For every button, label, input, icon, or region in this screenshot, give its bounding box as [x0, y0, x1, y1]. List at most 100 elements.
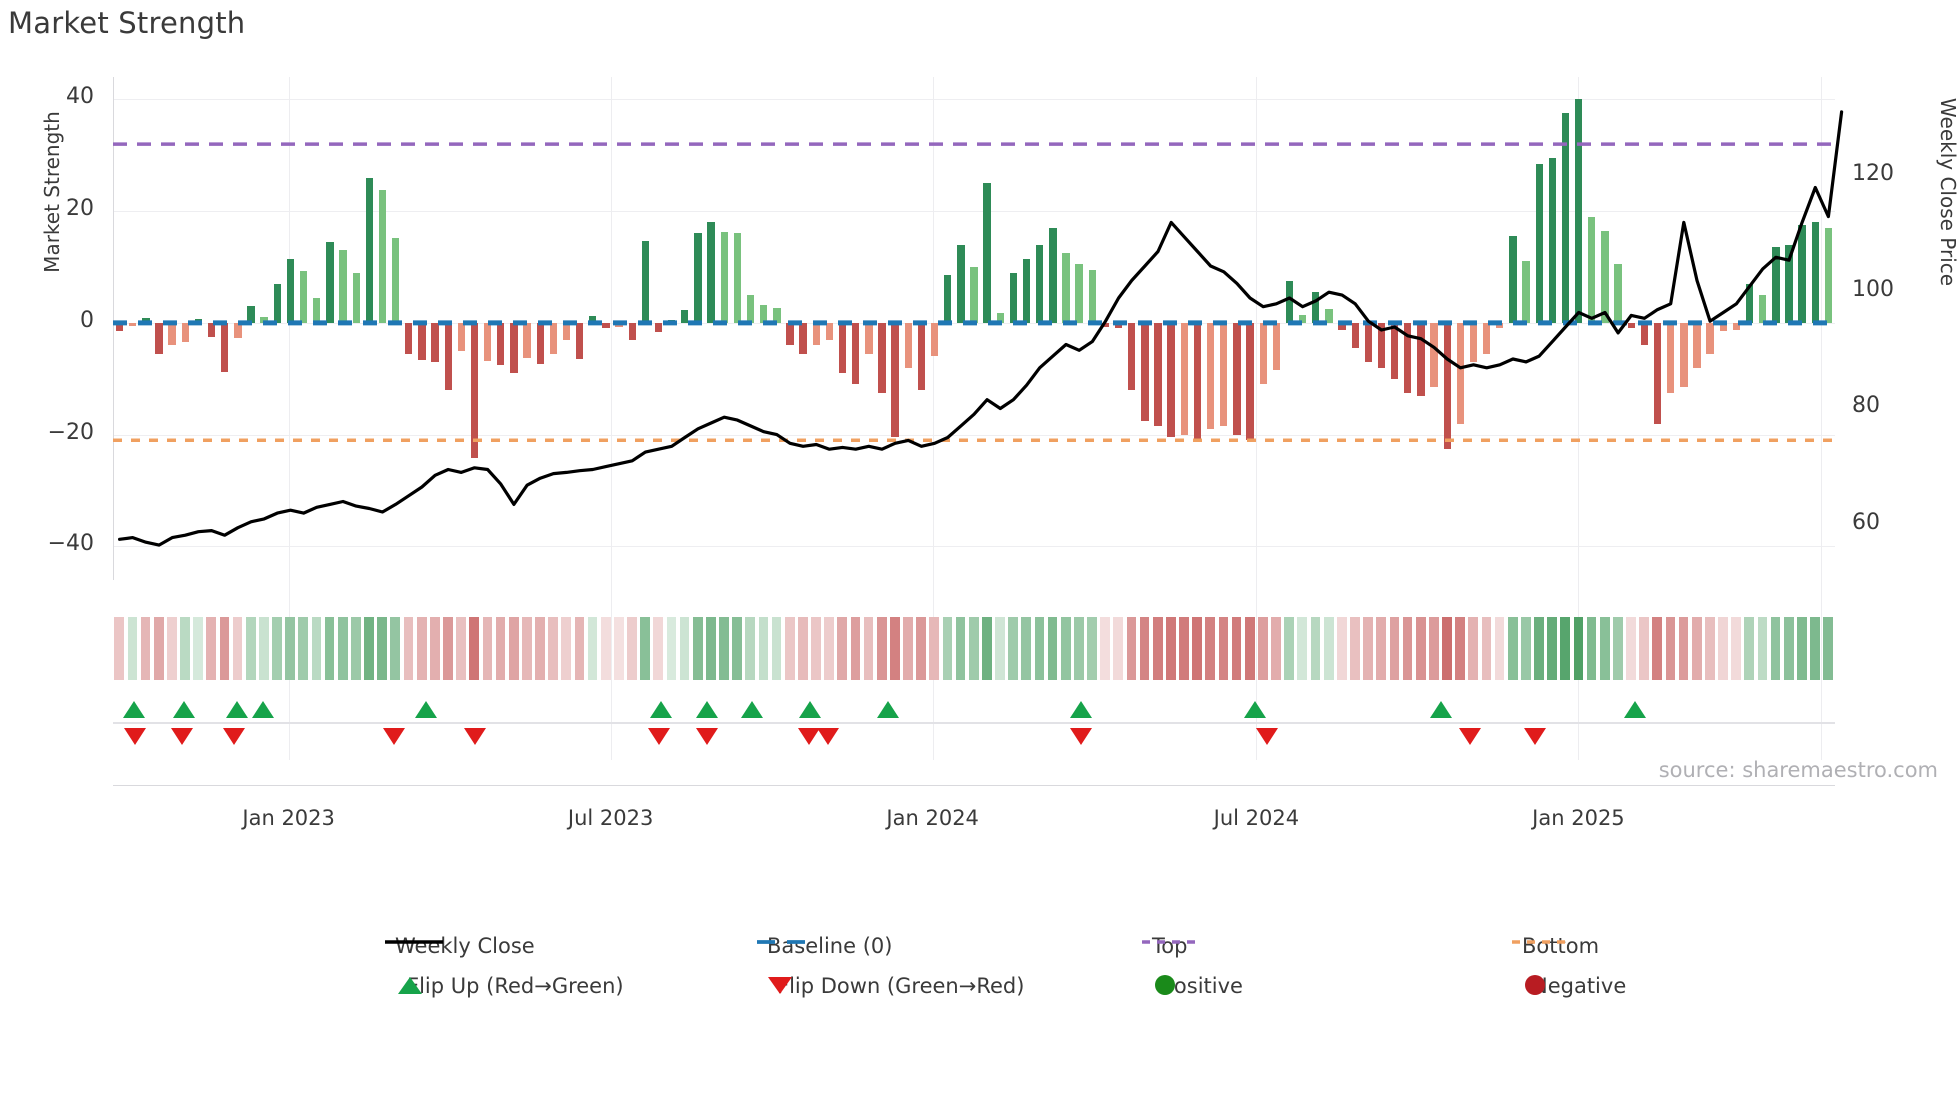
- heat-cell: [627, 617, 637, 680]
- strength-bar: [878, 322, 886, 393]
- strength-bar: [549, 322, 558, 354]
- strength-bar: [286, 258, 295, 323]
- heat-cell: [324, 617, 335, 680]
- legend-label: Baseline (0): [767, 934, 893, 958]
- strength-bar: [1009, 272, 1018, 323]
- strength-bar: [1036, 244, 1044, 323]
- strength-bar: [1509, 236, 1517, 323]
- flip-down-marker: [124, 728, 147, 745]
- strength-bar: [1325, 308, 1333, 323]
- legend-item[interactable]: Weekly Close: [383, 934, 535, 958]
- strength-bar: [681, 310, 689, 323]
- y2-tick-label: 120: [1852, 160, 1894, 186]
- legend-item[interactable]: Baseline (0): [755, 934, 892, 958]
- heat-cell: [1336, 617, 1347, 680]
- legend-item[interactable]: Positive: [1150, 974, 1243, 998]
- strength-bar: [1246, 322, 1254, 441]
- legend-item[interactable]: Flip Down (Green→Red): [765, 974, 1024, 998]
- heat-cell: [521, 617, 532, 680]
- flip-row-divider: [113, 722, 1835, 724]
- strength-bar: [1469, 322, 1478, 363]
- strength-bar: [812, 322, 820, 346]
- heat-cell: [719, 617, 729, 680]
- heat-cell: [337, 617, 348, 680]
- strength-bar: [891, 322, 899, 438]
- strength-bar: [589, 316, 597, 323]
- strength-bar: [1653, 322, 1662, 424]
- heat-cell: [1376, 617, 1387, 680]
- legend-item[interactable]: Bottom: [1510, 934, 1599, 958]
- heat-cell: [916, 617, 926, 680]
- legend-item[interactable]: Top: [1140, 934, 1200, 958]
- weekly-close-swatch-icon: [385, 940, 443, 944]
- flip-up-marker: [251, 701, 274, 718]
- strength-bar: [1128, 322, 1136, 390]
- heat-cell: [653, 617, 664, 680]
- strength-bar: [1640, 322, 1649, 346]
- heat-cell: [1389, 617, 1400, 680]
- strength-bar: [1522, 261, 1530, 323]
- heat-cell: [1402, 617, 1413, 680]
- heat-cell: [1586, 617, 1597, 680]
- strength-bar: [773, 308, 781, 323]
- heat-cell: [1192, 617, 1203, 680]
- strength-bar: [260, 316, 268, 323]
- heat-cell: [811, 617, 821, 680]
- flip-up-marker: [172, 701, 195, 718]
- heat-cell: [1350, 617, 1360, 680]
- strength-bar: [1417, 322, 1425, 396]
- heat-cell: [1087, 617, 1097, 680]
- strength-bar: [694, 233, 702, 323]
- heat-cell: [784, 617, 795, 680]
- strength-bar: [1627, 322, 1635, 329]
- x-tick-label: Jul 2023: [567, 806, 654, 830]
- strength-bar: [1824, 227, 1833, 323]
- gridline-x-4: [1578, 77, 1579, 760]
- y-tick-label: 20: [66, 196, 94, 222]
- x-tick-label: Jul 2024: [1213, 806, 1300, 830]
- heat-cell: [968, 617, 979, 680]
- heat-cell: [1665, 617, 1676, 680]
- legend-item[interactable]: Flip Up (Red→Green): [395, 974, 624, 998]
- heat-cell: [758, 617, 769, 680]
- strength-bar: [1312, 292, 1320, 323]
- flip-down-marker: [382, 728, 405, 745]
- strength-bar: [1588, 216, 1596, 323]
- heat-cell: [1074, 617, 1084, 680]
- heat-cell: [245, 617, 256, 680]
- heat-cell: [1442, 617, 1452, 680]
- flip-down-marker: [170, 728, 193, 745]
- heat-cell: [311, 617, 322, 680]
- flip-up-marker: [740, 701, 763, 718]
- circle-icon: [1155, 975, 1175, 995]
- triangle-up-icon: [398, 977, 422, 994]
- heat-cell: [771, 617, 782, 680]
- heat-cell: [495, 617, 506, 680]
- strength-bar: [1049, 227, 1057, 323]
- heat-cell: [180, 617, 190, 680]
- heat-cell: [548, 617, 558, 680]
- heat-cell: [1428, 617, 1439, 680]
- strength-bar: [983, 183, 991, 323]
- heat-cell: [1757, 617, 1768, 680]
- heat-cell: [732, 617, 742, 680]
- heat-cell: [1573, 617, 1584, 680]
- flip-up-marker: [1624, 701, 1647, 718]
- strength-bar: [247, 306, 255, 323]
- heat-cell: [1810, 617, 1820, 680]
- gridline-y--20: [113, 435, 1835, 436]
- strength-bar: [1404, 322, 1412, 393]
- heat-cell: [1494, 617, 1505, 680]
- strength-bar: [1772, 247, 1780, 323]
- heat-cell: [298, 617, 309, 680]
- heat-cell: [219, 617, 230, 680]
- strength-bar: [641, 240, 650, 323]
- heat-cell: [1126, 617, 1137, 680]
- heat-cell: [1823, 617, 1834, 680]
- heat-cell: [587, 617, 598, 680]
- legend-item[interactable]: Negative: [1520, 974, 1626, 998]
- strength-bar: [1535, 163, 1543, 323]
- heat-cell: [1205, 617, 1216, 680]
